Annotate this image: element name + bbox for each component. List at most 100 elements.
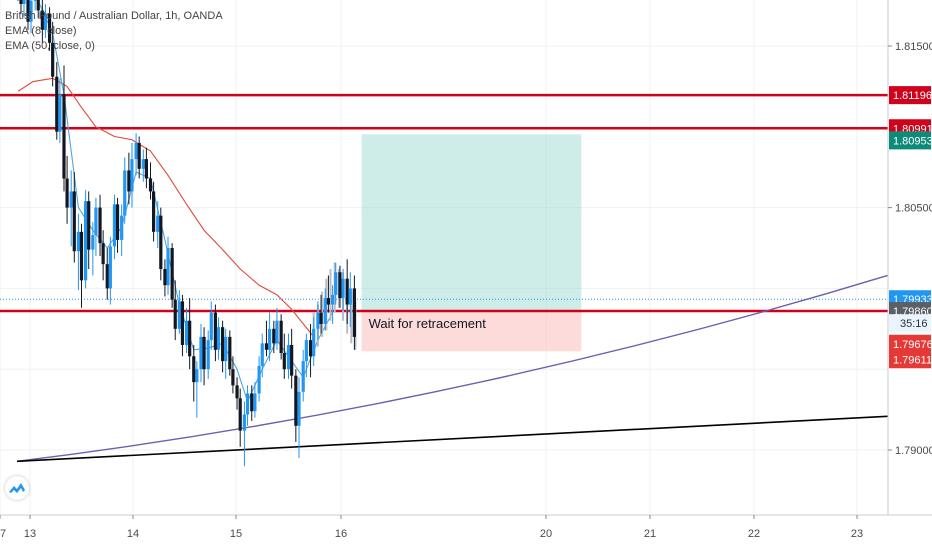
candle-body [62, 94, 66, 179]
trendlines [16, 273, 894, 463]
horizontal-levels [0, 93, 888, 313]
candle-body [76, 231, 81, 252]
candle-body [87, 201, 91, 250]
candle-body [297, 391, 301, 426]
candle-body [170, 248, 174, 300]
candle-body [352, 288, 356, 337]
time-tick-label: 13 [24, 528, 36, 540]
candle-body [345, 278, 349, 305]
candle-body [323, 298, 327, 324]
candle-body [152, 191, 156, 232]
candle-body [163, 269, 167, 286]
ema-8-line [37, 0, 334, 404]
candle-body [326, 298, 330, 305]
candle-body [235, 385, 239, 399]
candle-body [290, 344, 294, 376]
tradingview-logo-icon [9, 483, 25, 493]
time-tick-label: 16 [335, 528, 347, 540]
candle-body [156, 215, 160, 232]
candle-body [294, 375, 298, 426]
candle-body [199, 336, 203, 370]
target-zone [361, 134, 582, 312]
candle-body [221, 327, 225, 362]
tradingview-logo[interactable] [5, 476, 29, 500]
candle-body [308, 340, 313, 357]
candle-body [206, 340, 210, 370]
candle-body [268, 328, 272, 350]
candle-body [47, 13, 52, 43]
price-label-text: 1.81196 [893, 90, 932, 102]
candle-body [238, 398, 242, 431]
candle-body [216, 327, 221, 350]
grid [0, 0, 888, 515]
candle-body [301, 361, 305, 392]
candle-body [257, 365, 261, 394]
candle-body [286, 344, 291, 370]
time-axis: 13 14 15 16 17 20 21 22 23 [0, 514, 932, 550]
time-tick-label: 22 [748, 528, 760, 540]
candle-body [79, 231, 84, 281]
candle-body [137, 142, 141, 169]
time-tick-label: 23 [851, 528, 863, 540]
position-zones [361, 134, 582, 352]
ema-lines [17, 0, 334, 404]
candle-body [29, 0, 33, 22]
price-label-text: 1.79611 [893, 354, 932, 366]
candle-body [275, 320, 279, 344]
price-label-text: 1.80953 [893, 135, 932, 147]
price-label-text: 1.79676 [893, 339, 932, 351]
candle-body [91, 235, 95, 250]
candle-body [334, 272, 338, 295]
candle-body [180, 301, 185, 345]
candle-body [101, 243, 105, 265]
candle-body [112, 204, 117, 247]
candle-body [279, 320, 283, 354]
candle-body [341, 278, 345, 299]
trendline-purple [16, 273, 894, 463]
annotation-text: Wait for retracement [369, 316, 487, 331]
candle-body [253, 393, 257, 412]
candle-body [260, 343, 264, 366]
candle-body [177, 301, 181, 329]
candle-body [195, 369, 199, 383]
candle-body [245, 393, 250, 415]
candle-body [242, 414, 246, 431]
candle-body [141, 159, 145, 169]
candle-body [348, 288, 352, 305]
candle-body [123, 170, 127, 216]
candle-body [108, 246, 112, 289]
candle-body [65, 178, 69, 208]
price-label-tag [889, 131, 931, 150]
legend-symbol: British Pound / Australian Dollar, 1h, O… [5, 10, 223, 22]
ema-50-line [17, 77, 315, 338]
legend-ema-fast: EMA (8, close) [5, 25, 77, 37]
price-label-tag [889, 350, 931, 369]
price-tick-label: 1.79000 [895, 445, 932, 457]
candle-body [51, 42, 55, 77]
candle-body [184, 320, 189, 345]
candle-body [98, 207, 102, 244]
candle-body [19, 0, 23, 4]
candle-body [43, 13, 48, 30]
candle-body [228, 336, 232, 370]
candle-body [115, 204, 120, 240]
candle-body [94, 207, 98, 236]
candle-body [69, 191, 73, 208]
candle-body [127, 170, 131, 192]
countdown-text: 35:16 [900, 318, 928, 330]
candle-body [22, 0, 26, 4]
candle-body [231, 369, 235, 386]
time-tick-label: 15 [230, 528, 242, 540]
candle-body [33, 0, 37, 1]
candle-body [282, 353, 286, 370]
time-tick-label: 20 [540, 528, 552, 540]
candle-body [58, 94, 62, 132]
candle-body [304, 340, 308, 362]
price-axis-bg [888, 0, 932, 515]
candle-body [173, 299, 177, 329]
time-tick-label: 21 [644, 528, 656, 540]
candle-body [36, 0, 40, 11]
candle-body [192, 356, 196, 383]
